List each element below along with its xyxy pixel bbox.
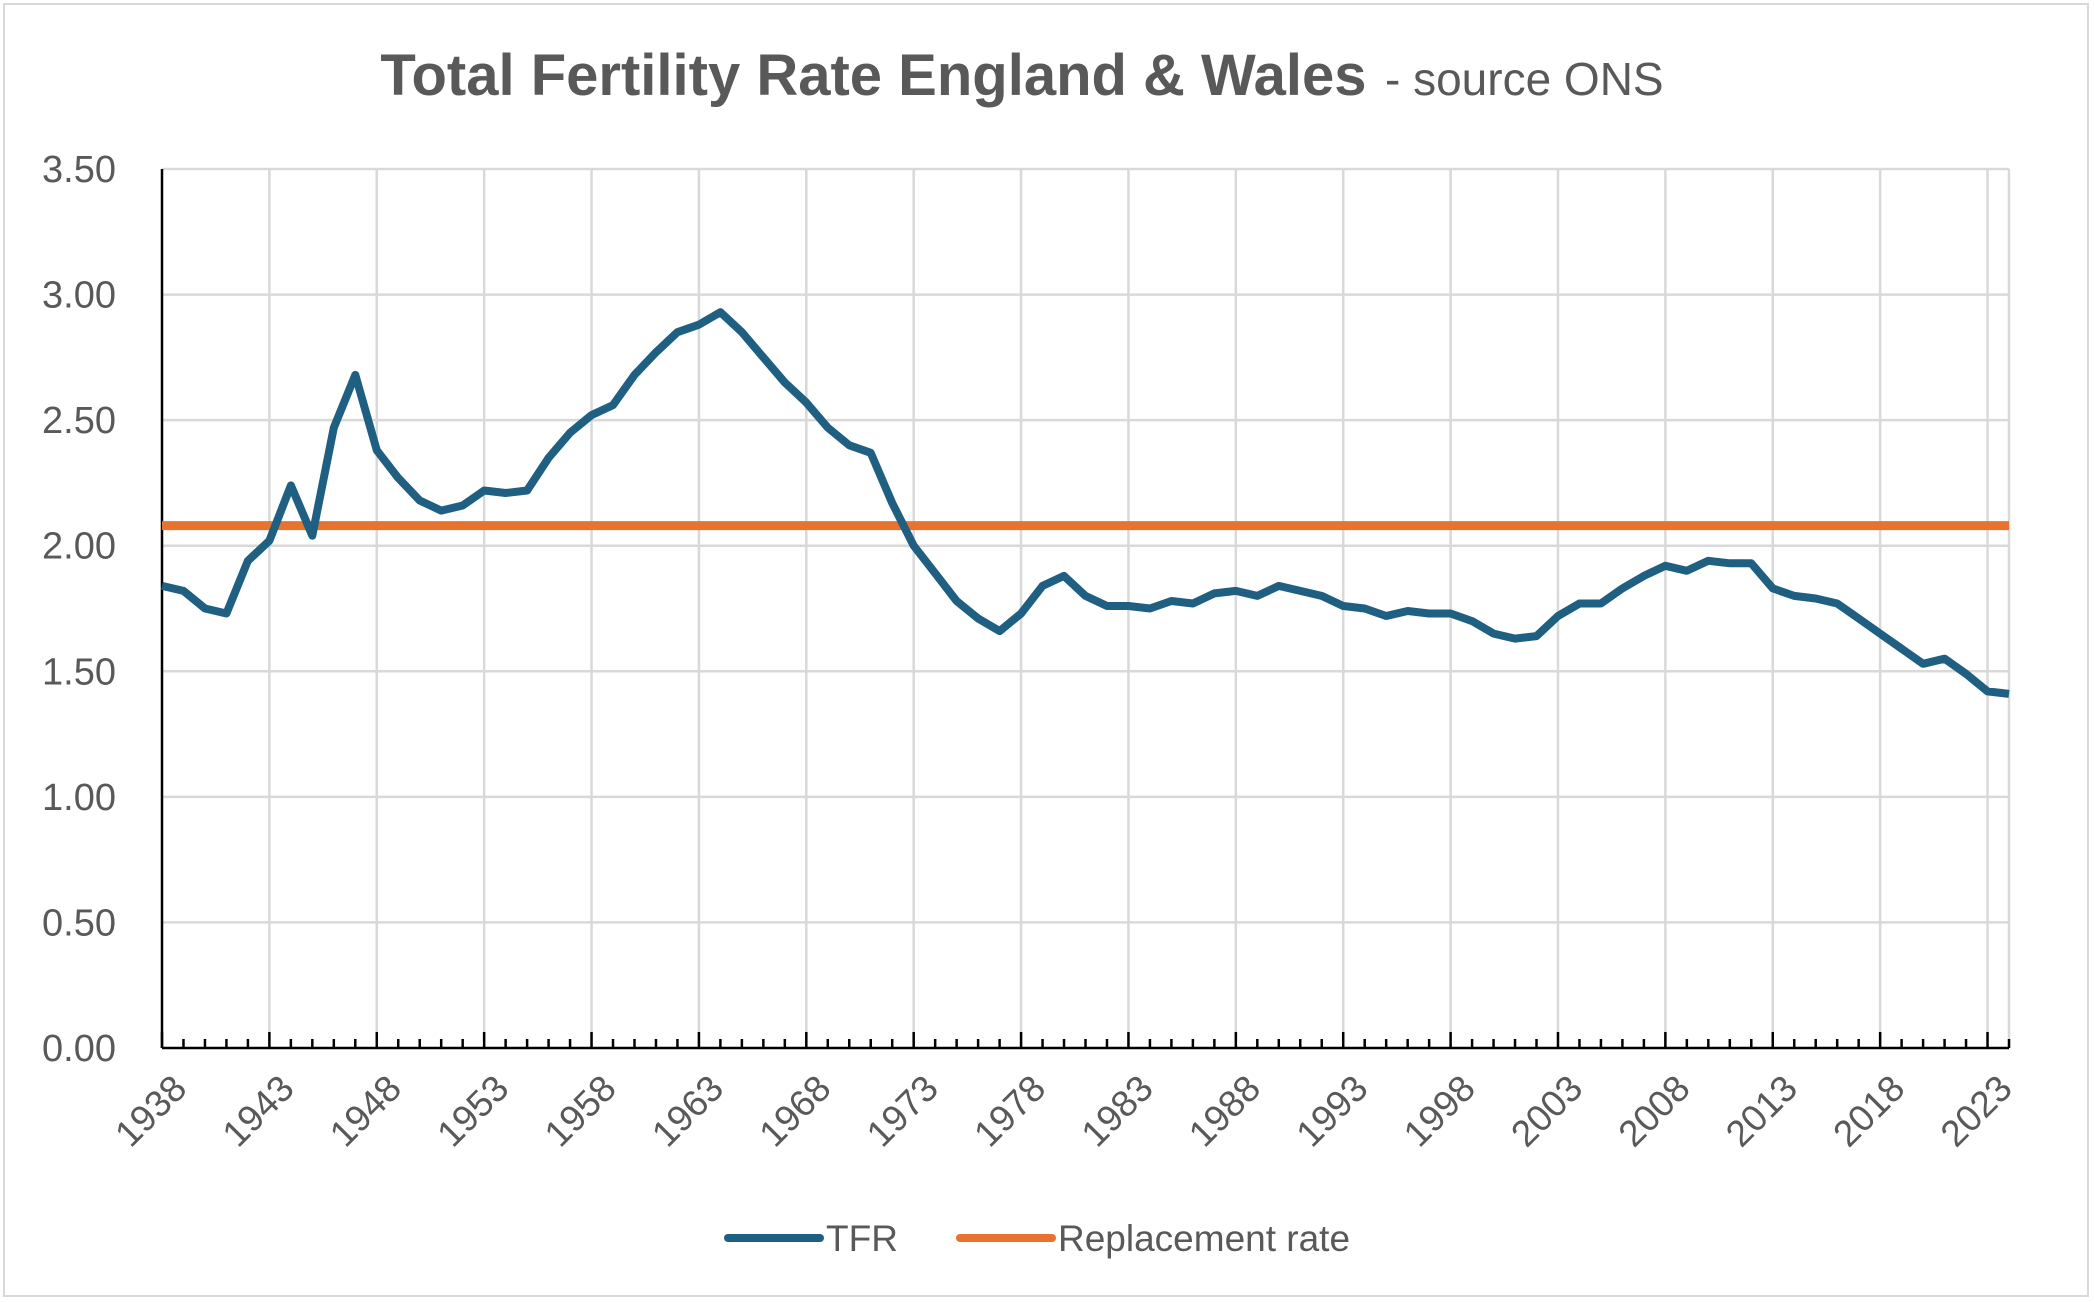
x-tick-label: 1973: [859, 1067, 946, 1154]
y-tick-label: 3.00: [42, 275, 116, 317]
x-tick-label: 1963: [644, 1067, 731, 1154]
chart-title-source: - source ONS: [1385, 53, 1664, 105]
legend-label: TFR: [826, 1218, 898, 1259]
gridlines: [162, 167, 2011, 1048]
x-tick-label: 2013: [1718, 1067, 1805, 1154]
y-tick-label: 3.50: [42, 149, 116, 191]
chart-frame: Total Fertility Rate England & Wales - s…: [3, 3, 2089, 1297]
series-lines: [161, 308, 2010, 698]
x-tick-label: 2018: [1825, 1067, 1912, 1154]
x-tick-label: 1938: [107, 1067, 194, 1154]
y-tick-label: 1.00: [42, 777, 116, 819]
x-tick-label: 2023: [1933, 1067, 2020, 1154]
y-tick-label: 2.50: [42, 400, 116, 442]
x-tick-label: 1993: [1288, 1067, 1375, 1154]
chart-title-main: Total Fertility Rate England & Wales: [380, 43, 1366, 108]
y-tick-label: 0.00: [42, 1028, 116, 1070]
legend-label: Replacement rate: [1058, 1218, 1350, 1259]
y-tick-label: 2.00: [42, 526, 116, 568]
x-tick-label: 1978: [966, 1067, 1053, 1154]
chart-title: Total Fertility Rate England & Wales - s…: [380, 43, 1663, 108]
x-axis-tick-labels: 1938 1943 1948 1953 1958 1963 1968 1973 1978 1983…: [107, 1067, 2020, 1154]
x-tick-label: 2003: [1503, 1067, 1590, 1154]
x-tick-label: 1983: [1074, 1067, 1161, 1154]
series-line-tfr: [161, 308, 2010, 698]
line-chart: Total Fertility Rate England & Wales - s…: [42, 43, 2020, 1259]
x-tick-label: 2008: [1611, 1067, 1698, 1154]
y-tick-label: 0.50: [42, 902, 116, 944]
axes: [160, 169, 2011, 1050]
legend: TFR Replacement rate: [724, 1218, 1350, 1259]
y-axis-tick-labels: 0.00 0.50 1.00 1.50 2.00 2.50 3.00 3.50: [42, 149, 116, 1070]
x-tick-label: 1988: [1181, 1067, 1268, 1154]
x-tick-label: 1998: [1396, 1067, 1483, 1154]
x-tick-label: 1943: [215, 1067, 302, 1154]
x-tick-label: 1968: [751, 1067, 838, 1154]
x-tick-label: 1953: [429, 1067, 516, 1154]
y-tick-label: 1.50: [42, 651, 116, 693]
x-tick-label: 1948: [322, 1067, 409, 1154]
x-tick-label: 1958: [537, 1067, 624, 1154]
